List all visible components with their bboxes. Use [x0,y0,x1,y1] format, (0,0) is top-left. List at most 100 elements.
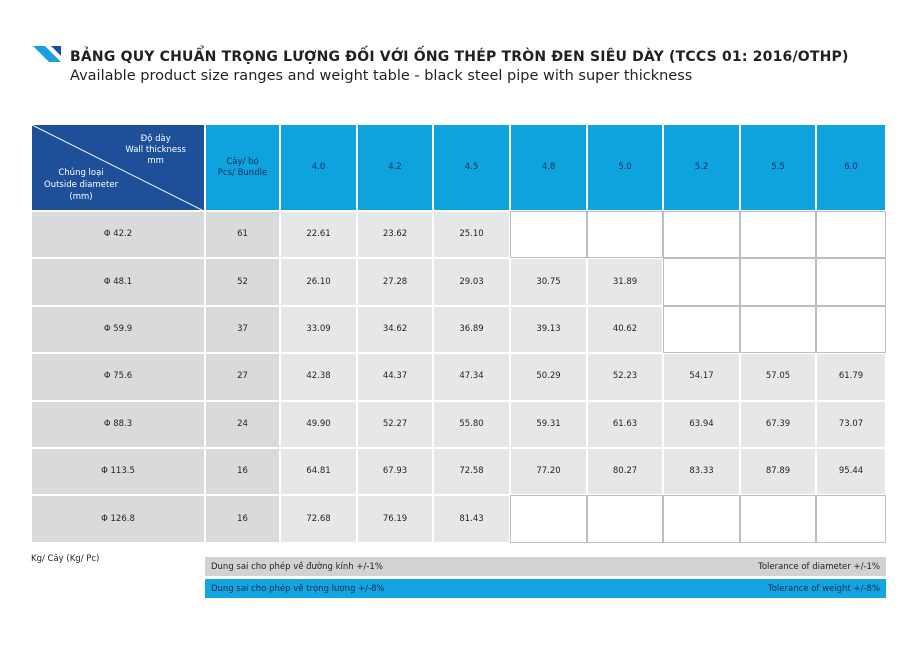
tolerance-bar: Dung sai cho phép về trọng lượng +/-8% To… [205,579,886,598]
weight-cell: 87.89 [740,448,816,496]
weight-cell: 77.20 [510,448,587,496]
weight-cell: 52.27 [357,400,433,448]
empty-cell [663,305,740,354]
thickness-header: 6.0 [816,124,886,211]
weight-cell: 33.09 [280,305,357,354]
count-cell: 61 [205,211,280,259]
tolerance-bar: Dung sai cho phép về đường kính +/-1% Tol… [205,557,886,576]
empty-cell [510,211,587,259]
count-cell: 52 [205,258,280,306]
weight-cell: 76.19 [357,495,433,543]
note-en: Tolerance of weight +/-8% [767,583,880,594]
weight-cell: 57.05 [740,353,816,401]
thickness-header: 5.2 [663,124,740,211]
empty-cell [816,495,886,543]
empty-cell [816,258,886,306]
weight-cell: 23.62 [357,211,433,259]
thickness-header: 4.5 [433,124,510,211]
weight-cell: 40.62 [587,305,663,354]
weight-cell: 47.34 [433,353,510,401]
weight-cell: 72.58 [433,448,510,496]
count-header-text: Cây/ bó [226,156,259,167]
count-cell: 24 [205,400,280,448]
count-header-text: Pcs/ Bundle [217,167,268,178]
weight-cell: 72.68 [280,495,357,543]
note-vi: Dung sai cho phép về trọng lượng +/-8% [211,583,385,594]
corner-text: (mm) [69,192,93,202]
thickness-header: 5.0 [587,124,663,211]
weight-cell: 67.93 [357,448,433,496]
weight-cell: 22.61 [280,211,357,259]
empty-cell [816,211,886,259]
size-cell: Φ 42.2 [31,211,205,259]
weight-cell: 29.03 [433,258,510,306]
weight-cell: 44.37 [357,353,433,401]
count-cell: 37 [205,305,280,354]
weight-cell: 63.94 [663,400,740,448]
size-cell: Φ 59.9 [31,305,205,354]
weight-cell: 55.80 [433,400,510,448]
count-cell: 16 [205,495,280,543]
thickness-header: 4.0 [280,124,357,211]
thickness-header: 4.2 [357,124,433,211]
weight-cell: 61.79 [816,353,886,401]
corner-bottom: Chủng loại Outside diameter (mm) [44,167,118,203]
weight-cell: 73.07 [816,400,886,448]
empty-cell [816,305,886,354]
empty-cell [663,495,740,543]
weight-cell: 67.39 [740,400,816,448]
weight-cell: 27.28 [357,258,433,306]
weight-cell: 52.23 [587,353,663,401]
size-cell: Φ 88.3 [31,400,205,448]
empty-cell [740,305,816,354]
corner-text: Wall thickness [125,145,186,155]
note-vi: Dung sai cho phép về đường kính +/-1% [211,561,383,572]
weight-cell: 42.38 [280,353,357,401]
empty-cell [587,211,663,259]
weight-cell: 54.17 [663,353,740,401]
corner-text: Chủng loại [58,168,104,178]
weight-cell: 26.10 [280,258,357,306]
thickness-header: 5.5 [740,124,816,211]
weight-cell: 39.13 [510,305,587,354]
weight-cell: 81.43 [433,495,510,543]
title: BẢNG QUY CHUẨN TRỌNG LƯỢNG ĐỐI VỚI ỐNG T… [70,49,849,65]
empty-cell [740,258,816,306]
thickness-header: 4.8 [510,124,587,211]
empty-cell [510,495,587,543]
count-header: Cây/ bó Pcs/ Bundle [205,124,280,211]
weight-cell: 80.27 [587,448,663,496]
weight-cell: 64.81 [280,448,357,496]
size-cell: Φ 48.1 [31,258,205,306]
weight-cell: 61.63 [587,400,663,448]
size-cell: Φ 113.5 [31,448,205,496]
title-icon [33,46,61,62]
empty-cell [663,258,740,306]
empty-cell [740,495,816,543]
weight-cell: 59.31 [510,400,587,448]
empty-cell [740,211,816,259]
diagonal [32,125,206,212]
weight-cell: 25.10 [433,211,510,259]
unit-note: Kg/ Cây (Kg/ Pc) [31,554,100,564]
corner-text: Outside diameter [44,180,119,190]
corner-text: mm [147,156,164,166]
weight-cell: 50.29 [510,353,587,401]
empty-cell [587,495,663,543]
weight-cell: 34.62 [357,305,433,354]
subtitle: Available product size ranges and weight… [70,68,693,84]
size-cell: Φ 75.6 [31,353,205,401]
weight-cell: 31.89 [587,258,663,306]
weight-cell: 36.89 [433,305,510,354]
weight-cell: 49.90 [280,400,357,448]
corner-text: Độ dày [140,134,171,144]
count-cell: 27 [205,353,280,401]
size-cell: Φ 126.8 [31,495,205,543]
corner-top: Độ dày Wall thickness mm [125,134,186,167]
count-cell: 16 [205,448,280,496]
empty-cell [663,211,740,259]
weight-cell: 30.75 [510,258,587,306]
note-en: Tolerance of diameter +/-1% [758,561,880,572]
weight-cell: 83.33 [663,448,740,496]
